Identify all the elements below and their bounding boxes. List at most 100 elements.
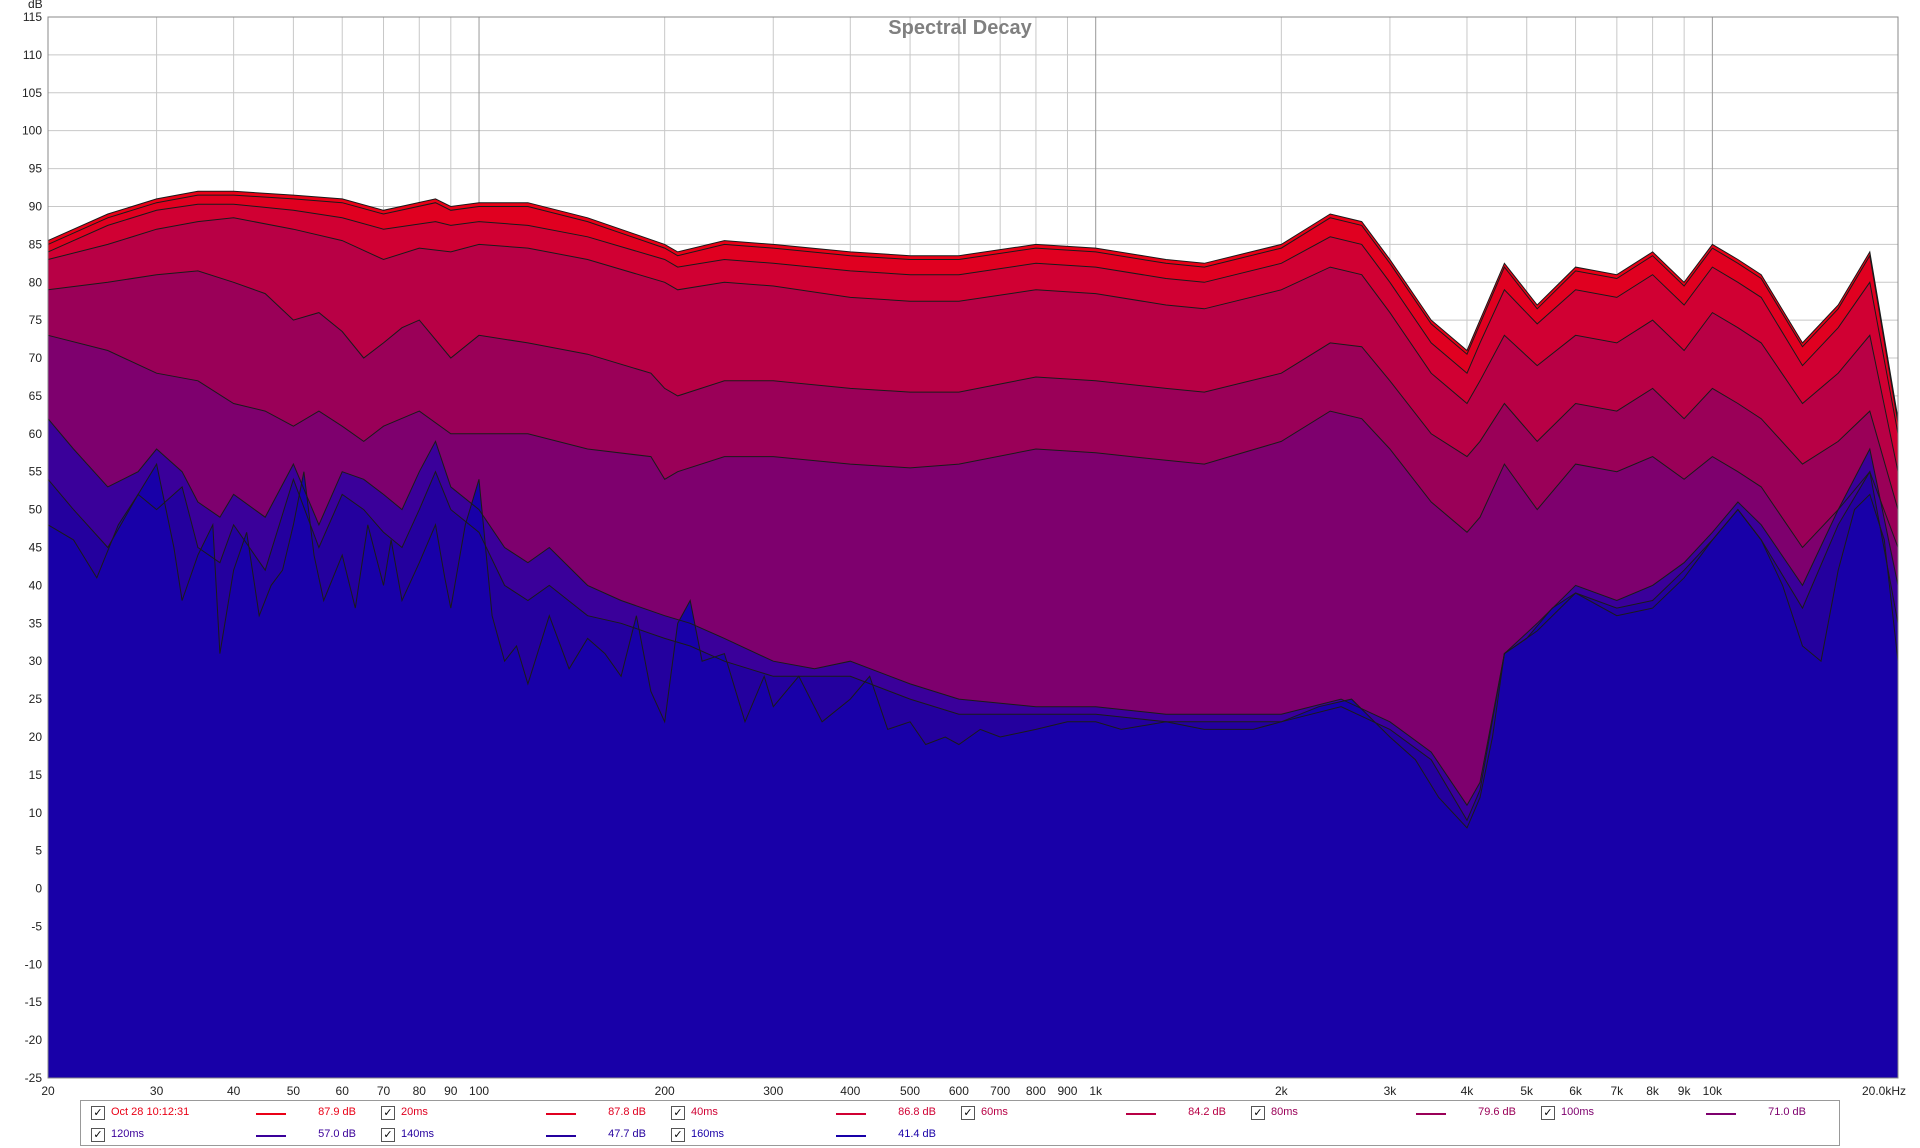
legend-checkbox[interactable]: ✓ [671,1128,685,1142]
decay-line-oct-28-10-12-31 [47,190,1899,419]
y-tick-label: 15 [29,768,43,782]
x-tick-label: 40 [227,1084,241,1098]
y-tick-label: 0 [35,882,42,896]
y-tick-label: 50 [29,503,43,517]
legend-checkbox[interactable]: ✓ [91,1128,105,1142]
legend-item: ✓ 20ms 87.8 dB [381,1104,666,1122]
x-tick-label: 400 [840,1084,860,1098]
legend-line-swatch [836,1113,866,1115]
x-tick-label: 30 [150,1084,164,1098]
x-tick-label: 100 [469,1084,489,1098]
legend-line-swatch [546,1135,576,1137]
x-tick-label: 5k [1520,1084,1534,1098]
y-tick-label: 100 [22,124,42,138]
y-tick-label: -20 [25,1033,43,1047]
decay-lines [47,190,1899,829]
legend-series-name: 20ms [401,1106,428,1118]
y-tick-label: 90 [29,199,43,213]
x-tick-label: 20.0kHz [1862,1084,1906,1098]
legend-series-name: 40ms [691,1106,718,1118]
decay-line-20ms [47,194,1899,423]
legend-checkbox[interactable]: ✓ [1251,1106,1265,1120]
y-tick-label: 85 [29,237,43,251]
x-tick-label: 10k [1703,1084,1723,1098]
decay-line-40ms [47,203,1899,434]
legend-checkbox[interactable]: ✓ [1541,1106,1555,1120]
x-tick-label: 60 [336,1084,350,1098]
y-tick-label: -10 [25,957,43,971]
x-tick-label: 800 [1026,1084,1046,1098]
x-tick-label: 50 [287,1084,301,1098]
legend-checkbox[interactable]: ✓ [671,1106,685,1120]
legend-item: ✓ 120ms 57.0 dB [91,1126,376,1144]
legend-value: 41.4 dB [898,1128,936,1140]
decay-line-100ms [47,334,1899,549]
x-tick-label: 80 [413,1084,427,1098]
decay-line-60ms [47,217,1899,472]
y-tick-label: 110 [23,48,42,62]
x-tick-label: 70 [377,1084,391,1098]
x-tick-label: 4k [1461,1084,1475,1098]
x-tick-label: 200 [655,1084,675,1098]
legend-value: 84.2 dB [1188,1106,1226,1118]
decay-area-160ms [48,464,1898,1079]
legend-value: 79.6 dB [1478,1106,1516,1118]
legend-value: 87.8 dB [608,1106,646,1118]
y-tick-label: 5 [35,844,42,858]
legend-checkbox[interactable]: ✓ [381,1128,395,1142]
x-tick-label: 1k [1089,1084,1103,1098]
x-tick-label: 3k [1384,1084,1398,1098]
legend-checkbox[interactable]: ✓ [381,1106,395,1120]
legend-value: 71.0 dB [1768,1106,1806,1118]
y-tick-label: 20 [29,730,43,744]
y-axis-unit-label: dB [28,0,43,11]
legend-line-swatch [1416,1113,1446,1115]
x-tick-label: 600 [949,1084,969,1098]
x-tick-label: 300 [763,1084,783,1098]
x-tick-label: 8k [1646,1084,1660,1098]
decay-line-80ms [47,270,1899,510]
legend-checkbox[interactable]: ✓ [91,1106,105,1120]
y-tick-labels: 1151101051009590858075706560555045403530… [22,10,42,1085]
legend-item: ✓ 80ms 79.6 dB [1251,1104,1536,1122]
x-tick-label: 900 [1057,1084,1077,1098]
legend: ✓ Oct 28 10:12:31 87.9 dB ✓ 20ms 87.8 dB ✓ 40ms… [80,1100,1840,1146]
legend-line-swatch [546,1113,576,1115]
legend-item: ✓ 160ms 41.4 dB [671,1126,956,1144]
legend-item: ✓ 100ms 71.0 dB [1541,1104,1826,1122]
x-tick-labels: 20 30 40 50 60 70 80 90 100 200 300 400 500 600 700 800… [41,1084,1906,1098]
legend-series-name: 100ms [1561,1106,1595,1118]
x-tick-label: 500 [900,1084,920,1098]
legend-series-name: 120ms [111,1128,145,1140]
y-tick-label: 45 [29,541,43,555]
y-tick-label: 105 [22,86,42,100]
x-tick-label: 20 [41,1084,55,1098]
legend-value: 86.8 dB [898,1106,936,1118]
y-tick-label: 40 [29,578,43,592]
x-tick-label: 7k [1610,1084,1624,1098]
x-tick-label: 700 [990,1084,1010,1098]
decay-line-160ms [47,462,1899,829]
y-tick-label: 115 [23,10,42,24]
legend-series-name: 160ms [691,1128,725,1140]
spectral-decay-chart: 1151101051009590858075706560555045403530… [22,0,1906,1098]
y-tick-label: 65 [29,389,43,403]
x-tick-label: 90 [444,1084,458,1098]
decay-line-120ms [47,418,1899,807]
plot-frame [47,16,1899,1079]
y-tick-label: -25 [25,1071,43,1085]
y-tick-label: 10 [29,806,43,820]
y-tick-label: 75 [29,313,43,327]
y-tick-label: 70 [29,351,43,365]
legend-line-swatch [256,1113,286,1115]
x-tick-label: 9k [1678,1084,1692,1098]
legend-line-swatch [1126,1113,1156,1115]
legend-checkbox[interactable]: ✓ [961,1106,975,1120]
y-tick-label: 60 [29,427,43,441]
legend-line-swatch [836,1135,866,1137]
legend-item: ✓ Oct 28 10:12:31 87.9 dB [91,1104,376,1122]
x-tick-label: 6k [1569,1084,1583,1098]
legend-value: 87.9 dB [318,1106,356,1118]
y-tick-label: 80 [29,275,43,289]
y-tick-label: -5 [31,919,42,933]
